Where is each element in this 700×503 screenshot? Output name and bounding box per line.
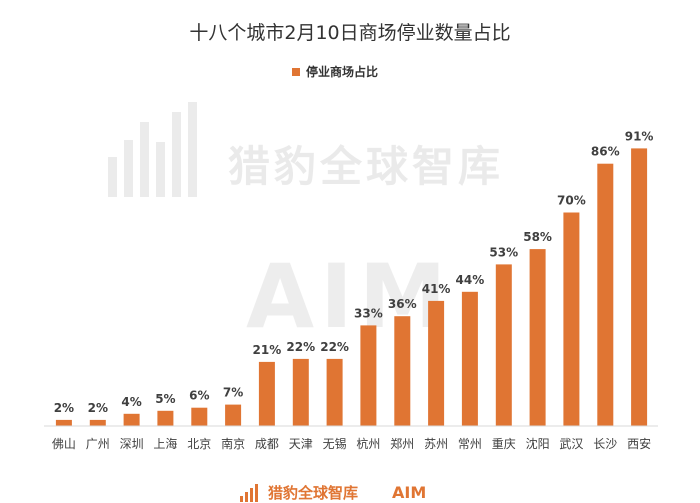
value-label-17: 91% xyxy=(625,129,654,143)
x-tick-label-15: 武汉 xyxy=(559,437,583,451)
bar-11 xyxy=(428,300,445,426)
x-tick-labels-layer: 佛山 广州 深圳 上海 北京 南京 成都 天津 无锡 杭州 郑州 苏州 常州 重庆 沈阳 武汉 长沙 西安 xyxy=(52,436,651,451)
x-tick-label-2: 深圳 xyxy=(120,437,144,451)
value-label-9: 33% xyxy=(354,306,383,320)
bar-16 xyxy=(597,163,614,426)
x-tick-label-3: 上海 xyxy=(153,436,177,451)
value-label-4: 6% xyxy=(189,389,209,403)
value-label-8: 22% xyxy=(320,340,349,354)
bar-14 xyxy=(529,249,546,426)
value-label-15: 70% xyxy=(557,194,586,208)
bar-0 xyxy=(55,419,72,426)
legend-swatch xyxy=(292,67,300,76)
bar-9 xyxy=(360,325,377,426)
legend-label: 停业商场占比 xyxy=(306,65,379,79)
x-tick-label-5: 南京 xyxy=(221,436,245,451)
x-tick-label-0: 佛山 xyxy=(52,437,76,451)
value-label-5: 7% xyxy=(223,386,243,400)
x-tick-label-16: 长沙 xyxy=(593,437,617,451)
value-label-12: 44% xyxy=(456,273,485,287)
value-label-10: 36% xyxy=(388,297,417,311)
legend: 停业商场占比 xyxy=(292,63,378,80)
chart-title: 十八个城市2月10日商场停业数量占比 xyxy=(189,22,511,44)
x-tick-label-17: 西安 xyxy=(627,436,651,451)
value-label-11: 41% xyxy=(422,282,451,296)
watermark-logo: AIM xyxy=(246,245,453,348)
bar-15 xyxy=(563,212,580,426)
bar-17 xyxy=(631,148,648,426)
bar-8 xyxy=(326,358,343,426)
watermark-brand-text: 猎豹全球智库 xyxy=(228,142,505,191)
x-tick-label-12: 常州 xyxy=(458,437,482,451)
x-tick-label-13: 重庆 xyxy=(492,437,516,451)
bar-chart: 2% 2% 4% 5% 6% 7% 21% 22% 22% 33% 36% 41% 44% 53% 58% 7… xyxy=(44,129,658,451)
value-label-6: 21% xyxy=(253,343,282,357)
bar-6 xyxy=(258,361,275,426)
x-tick-label-14: 沈阳 xyxy=(526,436,550,451)
watermark-bars-icon xyxy=(108,102,197,197)
value-label-16: 86% xyxy=(591,145,620,159)
value-labels-layer: 2% 2% 4% 5% 6% 7% 21% 22% 22% 33% 36% 41% 44% 53% 58% 7… xyxy=(54,129,654,415)
bar-7 xyxy=(292,358,309,426)
bar-10 xyxy=(394,316,411,426)
bar-12 xyxy=(461,291,478,426)
value-label-2: 4% xyxy=(121,395,141,409)
x-tick-label-6: 成都 xyxy=(255,437,279,451)
x-tick-label-7: 天津 xyxy=(289,437,313,451)
bar-5 xyxy=(225,404,242,426)
bars-layer xyxy=(55,148,648,427)
bar-13 xyxy=(495,264,512,426)
bar-2 xyxy=(123,413,140,426)
x-tick-label-8: 无锡 xyxy=(323,436,347,451)
value-label-1: 2% xyxy=(88,401,108,415)
value-label-14: 58% xyxy=(523,230,552,244)
x-tick-label-9: 杭州 xyxy=(356,436,380,451)
bar-3 xyxy=(157,410,174,427)
bar-4 xyxy=(191,407,208,426)
value-label-3: 5% xyxy=(155,392,175,406)
x-tick-label-10: 郑州 xyxy=(390,436,414,451)
value-label-0: 2% xyxy=(54,401,74,415)
bar-1 xyxy=(89,419,106,426)
footer: 猎豹全球智库 AIM xyxy=(240,482,426,503)
x-tick-label-4: 北京 xyxy=(187,437,211,451)
x-tick-label-1: 广州 xyxy=(86,437,110,451)
value-label-13: 53% xyxy=(489,245,518,259)
footer-brand-text: 猎豹全球智库 xyxy=(268,484,359,502)
value-label-7: 22% xyxy=(286,340,315,354)
footer-logo: AIM xyxy=(392,483,427,502)
x-tick-label-11: 苏州 xyxy=(424,437,448,451)
footer-bars-icon xyxy=(240,483,258,502)
